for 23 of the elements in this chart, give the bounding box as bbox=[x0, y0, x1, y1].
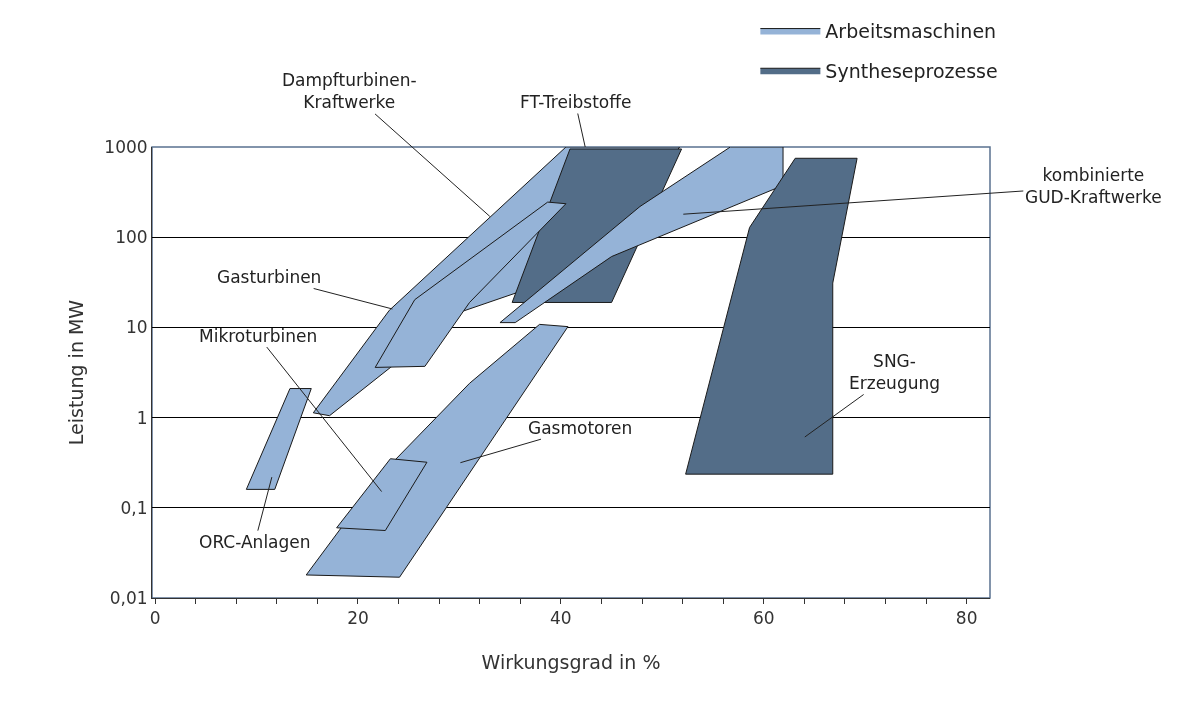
annotation: Gasmotoren bbox=[528, 418, 633, 438]
annotation: Gasturbinen bbox=[217, 267, 322, 287]
annotation: Mikroturbinen bbox=[199, 326, 318, 346]
annotation: SNG- Erzeugung bbox=[849, 351, 941, 394]
x-axis-title: Wirkungsgrad in % bbox=[481, 651, 661, 674]
y-tick-label: 1 bbox=[136, 407, 148, 428]
y-tick-label: 0,01 bbox=[109, 587, 148, 608]
x-tick-label: 80 bbox=[955, 608, 978, 629]
legend-label: Arbeitsmaschinen bbox=[825, 19, 997, 42]
x-tick-label: 40 bbox=[550, 608, 572, 629]
y-tick-label: 1000 bbox=[104, 136, 148, 157]
legend-label: Syntheseprozesse bbox=[825, 59, 998, 82]
annotation: FT-Treibstoffe bbox=[520, 92, 632, 112]
y-tick-label: 0,1 bbox=[120, 497, 148, 518]
y-axis-title: Leistung in MW bbox=[65, 299, 88, 446]
x-tick-label: 60 bbox=[752, 608, 775, 629]
annotation: Dampfturbinen- Kraftwerke bbox=[282, 70, 417, 113]
x-tick-label: 20 bbox=[347, 608, 369, 629]
y-tick-label: 100 bbox=[115, 227, 148, 248]
text: kombinierte GUD-Kraftwerke bbox=[1025, 165, 1162, 208]
annotation: ORC-Anlagen bbox=[199, 532, 311, 552]
x-tick-label: 0 bbox=[149, 608, 161, 629]
y-tick-label: 10 bbox=[125, 317, 148, 338]
